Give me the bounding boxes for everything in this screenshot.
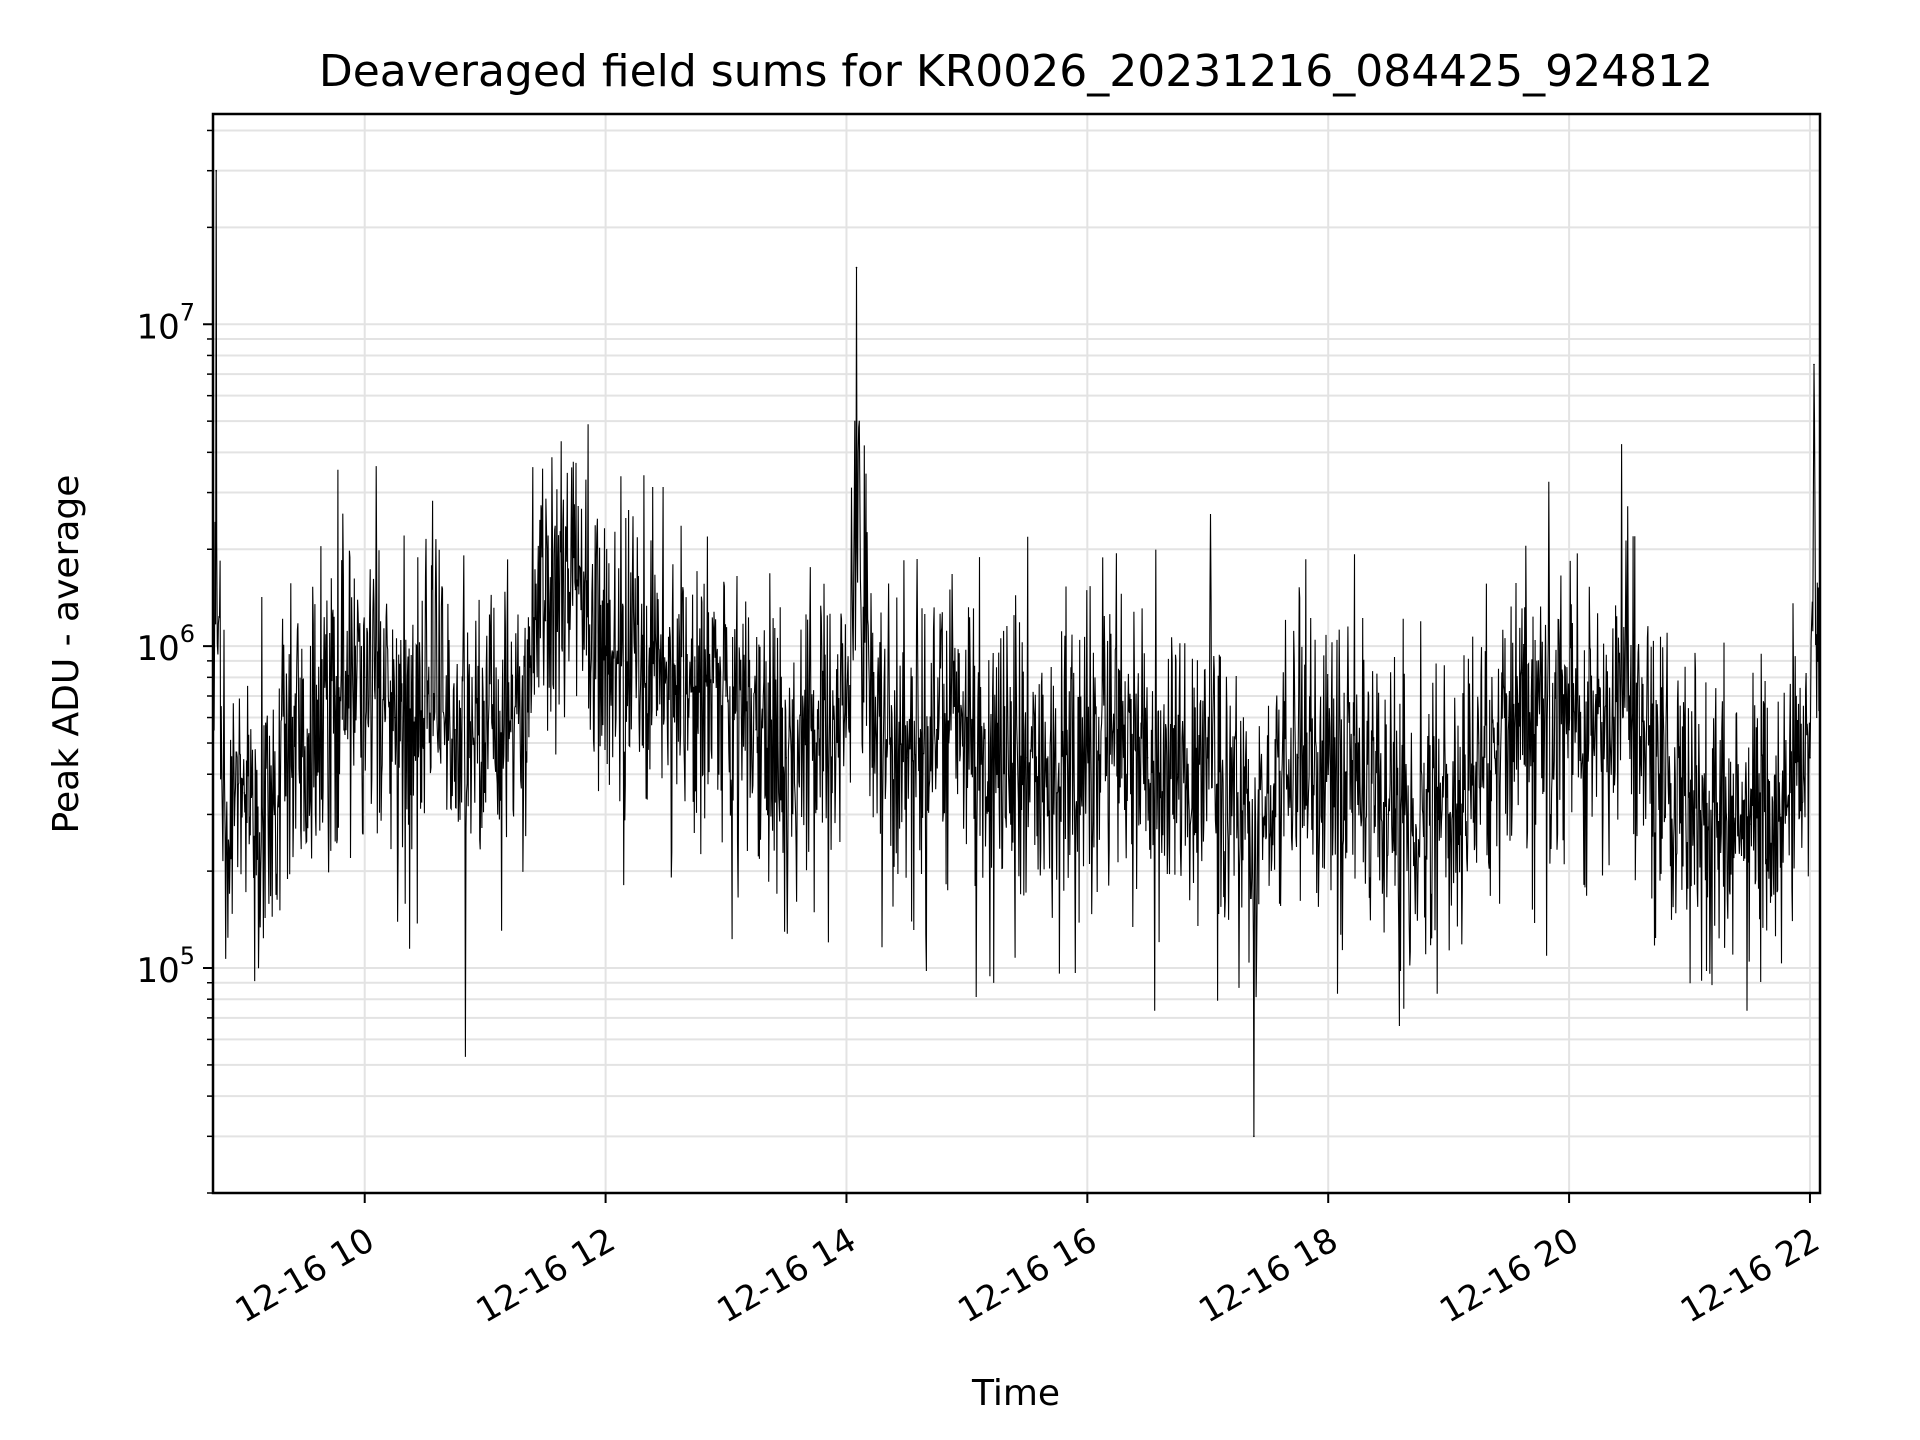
data-point [936,728,938,731]
data-point [875,742,878,744]
data-point [273,813,276,816]
y-tick-label: 105 [136,942,195,991]
y-tick-label: 107 [136,298,195,347]
data-point [966,716,968,719]
x-tick-label: 12-16 18 [1192,1220,1344,1331]
data-point [815,742,818,744]
data-point [1327,773,1329,775]
chart-title: Deaveraged field sums for KR0026_2023121… [319,46,1713,97]
data-point [996,773,998,775]
x-axis-label: Time [971,1373,1060,1414]
data-point [905,757,908,759]
data-point [785,757,787,759]
x-tick-label: 12-16 20 [1433,1220,1585,1331]
data-point [1568,728,1570,731]
data-point [1056,792,1058,794]
y-tick-label-exponent: 6 [180,620,195,648]
data-point [1813,363,1815,366]
data-point [1598,705,1600,708]
y-tick-label-base: 10 [136,951,179,991]
data-point [1146,757,1149,759]
data-point [1809,757,1811,759]
data-point [394,716,396,719]
data-point [514,705,517,708]
data-point [1387,813,1390,816]
y-tick-label-exponent: 7 [180,298,195,326]
data-point [333,695,336,697]
data-point [1718,813,1721,816]
data-point [544,619,547,622]
data-point [1538,695,1540,697]
data-point [725,695,727,697]
data-point [755,728,757,731]
x-tick-label: 12-16 12 [470,1220,622,1331]
data-point [303,757,306,759]
data-point [1447,813,1450,816]
data-point [1086,742,1089,744]
y-axis-label: Peak ADU - average [46,475,87,834]
y-tick-label: 106 [136,620,195,669]
data-point [1688,792,1691,794]
data-point [243,792,246,794]
data-point [1658,773,1661,775]
data-point [1357,742,1360,744]
data-point [363,676,366,679]
data-point [1026,757,1028,759]
data-point [1417,839,1420,841]
data-point [1207,757,1209,759]
data-point [215,169,217,172]
data-point [1253,1135,1255,1138]
x-tick-label: 12-16 14 [711,1220,863,1331]
data-point [695,685,697,688]
data-point [855,266,858,269]
data-point [1297,757,1299,759]
y-tick-label-exponent: 5 [180,942,195,970]
data-point [665,676,667,679]
plot-area-frame [211,112,1822,1195]
data-point [424,695,426,697]
data-point [1779,813,1781,816]
series-line-0 [212,170,1821,1137]
data-point [1508,716,1510,719]
data-point [225,839,227,841]
data-point [454,728,456,731]
data-point [1267,792,1269,794]
x-tick-label: 12-16 16 [951,1220,1103,1331]
data-point [1237,792,1239,794]
data-point [484,742,487,744]
x-tick-label: 12-16 22 [1674,1220,1826,1331]
data-point [291,716,294,719]
data-point [604,645,607,647]
data-point [634,660,637,662]
x-tick-label: 12-16 10 [229,1220,381,1331]
x-axis: 12-16 10 12-16 12 12-16 14 12-16 16 12-16 18… [229,1193,1826,1331]
data-point [1748,823,1751,825]
data-point [574,588,577,591]
y-tick-label-base: 10 [136,629,179,669]
data-point [1176,773,1179,775]
data-point [1478,742,1480,744]
data-point [1628,695,1631,697]
series-layer [212,169,1821,1138]
data-point [845,716,848,719]
y-tick-label-base: 10 [136,307,179,347]
data-point [1116,728,1119,731]
